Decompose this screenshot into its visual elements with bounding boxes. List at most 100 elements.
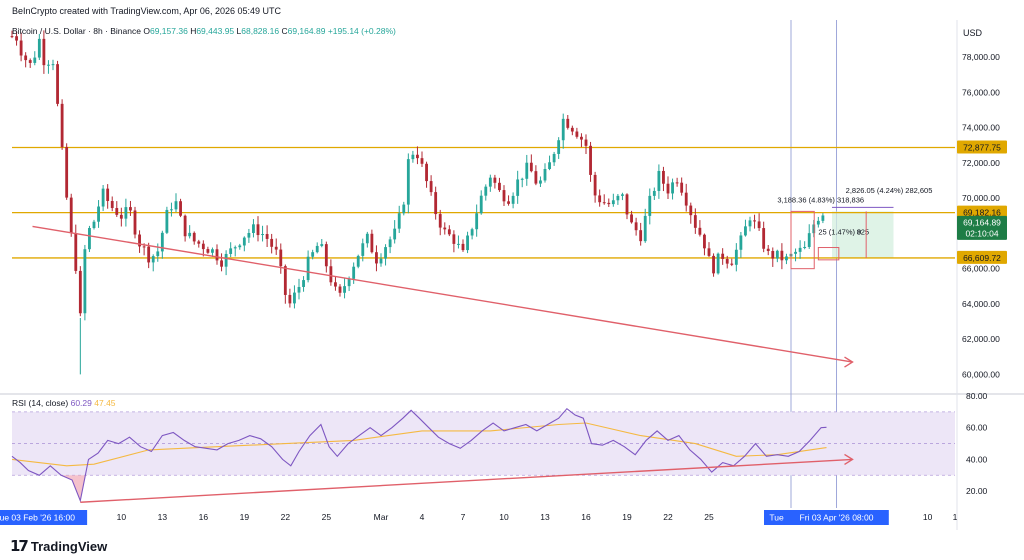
candle-body (270, 238, 274, 247)
candle-body (15, 36, 18, 41)
candle-body (334, 282, 337, 287)
candle-body (252, 224, 255, 233)
date-tick-label: 1 (953, 512, 958, 522)
date-tick-label: 25 (322, 512, 332, 522)
candle-body (616, 195, 620, 201)
candle-body (634, 222, 638, 231)
price-tick-label: 76,000.00 (962, 87, 1000, 97)
candle-body (598, 195, 602, 203)
candle-body (420, 158, 424, 164)
candle-body (543, 168, 547, 181)
candle-body (557, 140, 561, 154)
candle-body (639, 230, 643, 242)
level-tag-label: 66,609.72 (963, 253, 1001, 263)
rsi-divergence-arrowhead (844, 453, 854, 466)
candle-body (302, 280, 305, 287)
candle-body (753, 220, 756, 222)
candle-body (803, 246, 807, 248)
candle-body (712, 255, 715, 274)
candle-body (315, 245, 319, 253)
date-tick-label: 7 (461, 512, 466, 522)
candle-body (170, 209, 173, 211)
date-tick-label: 13 (158, 512, 168, 522)
candle-body (397, 213, 401, 229)
candle-body (256, 224, 260, 236)
candle-body (306, 256, 310, 281)
level-tag-label: 72,877.75 (963, 142, 1001, 152)
candle-body (24, 55, 28, 61)
candle-body (192, 232, 196, 242)
candle-body (156, 251, 160, 257)
candle-body (83, 249, 87, 314)
tradingview-brand: TradingView (30, 538, 108, 554)
candle-body (662, 170, 665, 184)
candle-body (707, 248, 711, 256)
candle-body (570, 127, 574, 132)
price-tick-label: 74,000.00 (962, 123, 1000, 133)
date-tick-label: 25 (704, 512, 714, 522)
rsi-divergence-line (80, 458, 853, 503)
date-highlight-box (0, 510, 88, 525)
candle-body (10, 36, 14, 38)
symbol-name: Bitcoin / U.S. Dollar · 8h · Binance (12, 26, 141, 36)
rsi-value: 60.29 (70, 398, 92, 408)
currency-label: USD (963, 28, 983, 38)
candle-body (261, 234, 264, 236)
candle-body (160, 232, 164, 252)
candle-body (648, 195, 652, 216)
candle-body (566, 118, 570, 128)
candle-body (74, 233, 78, 271)
candle-body (675, 182, 679, 184)
candle-body (233, 247, 237, 249)
candle-body (520, 178, 524, 180)
candle-body (794, 251, 797, 254)
rsi-line (11, 407, 827, 503)
candle-body (548, 162, 551, 169)
candle-body (739, 235, 743, 250)
rsi-tick-label: 40.00 (966, 454, 988, 464)
candle-body (589, 145, 592, 175)
close-value: 69,164.89 (287, 26, 326, 36)
candle-body (279, 249, 283, 267)
candle-body (438, 214, 442, 228)
date-tick-label: 19 (622, 512, 632, 522)
candle-body (502, 190, 506, 202)
candle-body (384, 247, 387, 259)
candle-body (561, 118, 565, 141)
candle-body (698, 227, 702, 235)
candle-body (311, 252, 315, 257)
candle-body (584, 139, 588, 146)
date-tick-label: 10 (117, 512, 127, 522)
candle-body (33, 57, 37, 63)
candle-body (42, 38, 46, 66)
candle-body (88, 228, 91, 250)
candle-body (37, 38, 41, 58)
open-value: 69,157.36 (149, 26, 188, 36)
candle-body (447, 229, 451, 235)
candle-body (689, 205, 693, 216)
rsi-tick-label: 80.00 (966, 391, 988, 401)
candle-body (611, 200, 615, 205)
candle-body (129, 207, 132, 211)
measure-box-2 (817, 247, 840, 261)
candle-body (734, 249, 738, 265)
candle-body (101, 188, 105, 207)
candle-body (507, 201, 510, 204)
candle-body (165, 209, 169, 233)
candle-body (265, 234, 269, 239)
candle-body (69, 197, 73, 234)
date-tick-label: 10 (923, 512, 933, 522)
candle-body (220, 260, 223, 267)
candle-body (775, 250, 779, 259)
low-value: 68,828.16 (241, 26, 280, 36)
tradingview-logo: 17 TradingView (10, 537, 107, 555)
range-box (832, 211, 894, 258)
candle-body (525, 162, 529, 179)
candle-body (470, 229, 474, 236)
candle-body (65, 146, 69, 198)
change-value: +195.14 (+0.28%) (327, 26, 396, 36)
tradingview-logo-icon: 17 (10, 537, 29, 555)
candle-body (402, 204, 406, 214)
candle-body (211, 249, 214, 253)
trendlines (32, 225, 854, 368)
